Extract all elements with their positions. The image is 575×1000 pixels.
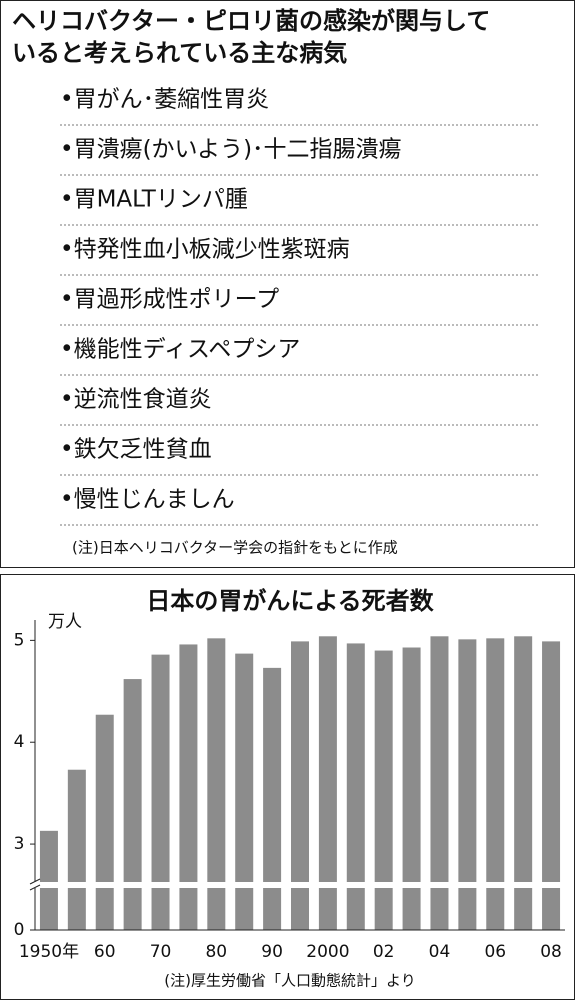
bar	[123, 679, 142, 930]
x-tick-label: 80	[205, 942, 227, 962]
bar	[179, 644, 198, 930]
bar	[263, 667, 282, 930]
bar	[430, 636, 449, 930]
bar	[542, 641, 561, 930]
x-tick-label: 04	[429, 942, 451, 962]
list-item: •慢性じんましん	[60, 487, 235, 513]
list-item: •特発性血小板減少性紫斑病	[60, 237, 350, 263]
list-title: いると考えられている主な病気	[12, 39, 347, 67]
list-item: •鉄欠乏性貧血	[60, 437, 212, 463]
bar	[486, 638, 505, 930]
bar	[458, 639, 477, 930]
axis-break	[29, 882, 565, 888]
bar	[39, 830, 58, 930]
bar	[514, 636, 533, 930]
y-unit: 万人	[48, 612, 82, 632]
break-mark	[29, 884, 41, 891]
bar	[346, 643, 365, 930]
bar	[95, 714, 114, 930]
x-tick-label: 2000	[306, 942, 349, 962]
bar	[374, 650, 393, 930]
list-item: •胃がん･萎縮性胃炎	[60, 87, 269, 113]
list-item: •胃MALTリンパ腫	[60, 187, 248, 213]
bar	[67, 769, 86, 930]
x-tick-label: 02	[373, 942, 395, 962]
x-tick-label: 08	[540, 942, 562, 962]
x-tick-label: 60	[94, 942, 116, 962]
list-item: •機能性ディスペプシア	[60, 337, 300, 363]
x-tick-label: 06	[484, 942, 506, 962]
bar	[291, 641, 309, 930]
y-tick-label: 5	[14, 630, 25, 650]
x-tick-label: 90	[261, 942, 283, 962]
list-title: ヘリコバクター・ピロリ菌の感染が関与して	[12, 7, 490, 35]
list-item: •逆流性食道炎	[60, 387, 212, 413]
bar	[151, 654, 170, 930]
chart-title: 日本の胃がんによる死者数	[146, 587, 434, 615]
y-tick-label: 0	[14, 920, 25, 940]
x-tick-label: 1950年	[19, 942, 79, 962]
y-tick-label: 4	[14, 732, 25, 752]
x-tick-label: 70	[150, 942, 172, 962]
y-tick-label: 3	[14, 834, 25, 854]
list-note: (注)日本ヘリコバクター学会の指針をもとに作成	[72, 539, 398, 557]
bar	[318, 636, 337, 930]
bar	[207, 638, 226, 930]
list-item: •胃潰瘍(かいよう)･十二指腸潰瘍	[60, 137, 402, 163]
bar	[402, 647, 421, 930]
list-item: •胃過形成性ポリープ	[60, 287, 279, 313]
chart-note: (注)厚生労働省「人口動態統計」より	[164, 972, 415, 990]
bar	[235, 653, 254, 930]
